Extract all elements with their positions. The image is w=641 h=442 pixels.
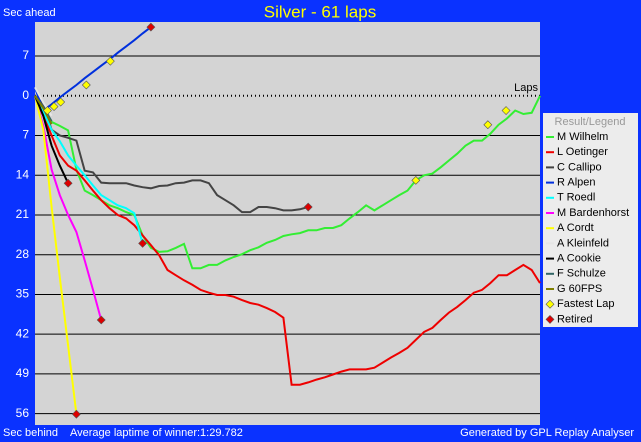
y-tick-label: 35 [16, 287, 30, 301]
marker [63, 178, 73, 188]
y-label-top: Sec ahead [3, 7, 56, 19]
legend-box [543, 113, 638, 327]
footer-left: Average laptime of winner:1:29.782 [70, 427, 243, 439]
y-tick-label: 42 [16, 326, 30, 340]
series-line [34, 95, 53, 125]
marker [49, 102, 59, 111]
legend-label: T Roedl [557, 192, 595, 204]
y-tick-label: 0 [22, 88, 29, 102]
series-line [34, 95, 78, 415]
legend-label: F Schulze [557, 268, 606, 280]
marker [105, 56, 115, 66]
legend-label: R Alpen [557, 177, 596, 189]
series-line [34, 95, 70, 184]
series-line [34, 26, 152, 113]
marker [42, 106, 52, 115]
legend-label: M Bardenhorst [557, 207, 629, 219]
legend-label: A Cookie [557, 253, 601, 265]
series-line [34, 95, 541, 270]
marker [411, 175, 421, 185]
plot-area [35, 22, 540, 425]
series-line [34, 95, 309, 214]
series-line [34, 95, 541, 386]
marker [303, 202, 313, 212]
marker [138, 238, 148, 248]
legend-label: A Cordt [557, 222, 594, 234]
series-line [34, 95, 103, 321]
series-line [34, 95, 144, 244]
legend-label: M Wilhelm [557, 131, 608, 143]
y-tick-label: 7 [22, 48, 29, 62]
marker [81, 80, 91, 90]
legend-label: Fastest Lap [557, 298, 614, 310]
x-label: Laps [514, 82, 538, 94]
marker [71, 409, 81, 419]
y-tick-label: 49 [16, 366, 30, 380]
legend-label: Retired [557, 313, 592, 325]
legend-swatch [545, 314, 555, 324]
chart-title: Silver - 61 laps [264, 2, 376, 21]
marker [483, 120, 493, 130]
y-tick-label: 28 [16, 247, 30, 261]
y-tick-label: 7 [22, 128, 29, 142]
legend-label: C Callipo [557, 161, 602, 173]
legend-title: Result/Legend [555, 116, 626, 128]
legend-swatch [545, 299, 555, 309]
marker [96, 315, 106, 325]
marker [146, 22, 156, 32]
y-label-bottom: Sec behind [3, 427, 58, 439]
footer-right: Generated by GPL Replay Analyser [460, 427, 634, 439]
legend-label: A Kleinfeld [557, 237, 609, 249]
y-tick-label: 21 [16, 207, 30, 221]
y-tick-label: 56 [16, 406, 30, 420]
marker [501, 106, 511, 115]
y-tick-label: 14 [16, 167, 30, 181]
legend-label: L Oetinger [557, 146, 608, 158]
legend-label: G 60FPS [557, 283, 602, 295]
marker [56, 97, 66, 107]
